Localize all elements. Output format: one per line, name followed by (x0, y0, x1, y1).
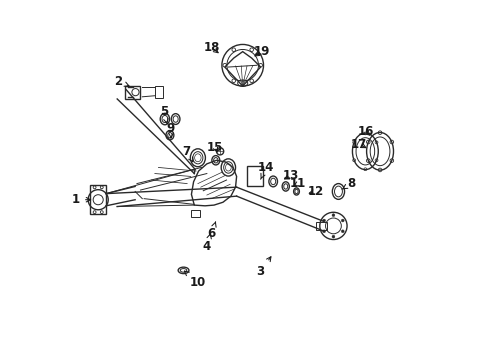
Circle shape (331, 235, 334, 238)
Text: 11: 11 (289, 177, 306, 190)
Circle shape (322, 219, 325, 222)
Text: 3: 3 (256, 257, 270, 278)
Circle shape (341, 219, 344, 222)
Text: 13: 13 (283, 169, 299, 182)
Text: 9: 9 (166, 122, 175, 138)
Text: 4: 4 (203, 234, 211, 253)
Circle shape (216, 148, 223, 155)
Text: 15: 15 (206, 140, 223, 153)
Text: 6: 6 (207, 222, 216, 240)
Text: 14: 14 (257, 161, 274, 179)
Circle shape (322, 230, 325, 233)
Text: 5: 5 (160, 105, 168, 124)
Text: 7: 7 (182, 145, 193, 162)
Text: 8: 8 (342, 177, 355, 190)
Text: 19: 19 (253, 45, 269, 58)
Text: 17: 17 (350, 138, 366, 150)
Text: 10: 10 (184, 271, 205, 289)
Text: 1: 1 (72, 193, 90, 206)
Circle shape (331, 214, 334, 217)
Text: 12: 12 (307, 185, 323, 198)
Text: 16: 16 (357, 125, 373, 138)
Circle shape (341, 230, 344, 233)
Text: 2: 2 (114, 75, 129, 88)
Text: 18: 18 (203, 41, 219, 54)
